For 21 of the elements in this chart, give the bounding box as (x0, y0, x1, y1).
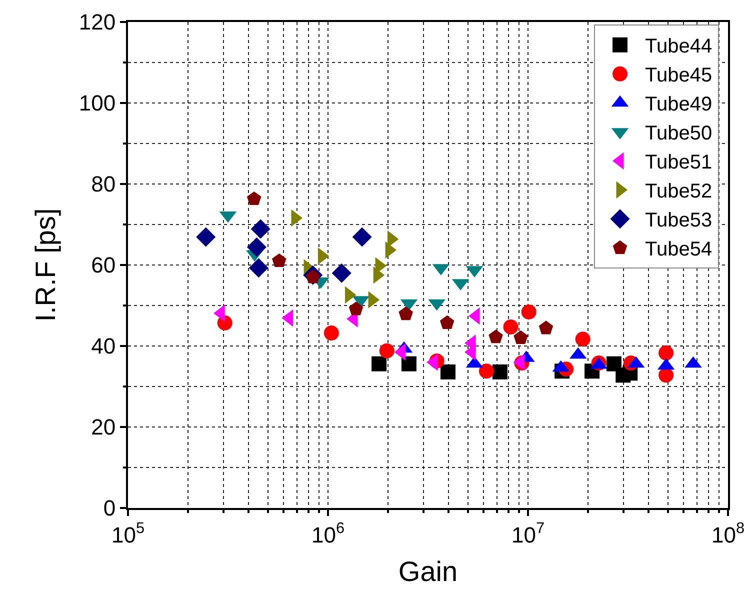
legend-label: Tube50 (645, 122, 712, 145)
legend-label: Tube54 (645, 238, 712, 261)
legend-label: Tube45 (645, 64, 712, 87)
x-tick-label: 10$^{6}$ (311, 520, 345, 548)
y-tick-label: 40 (91, 334, 116, 359)
x-tick-label: 10$^{5}$ (111, 520, 145, 548)
x-tick-label: 10$^{8}$ (711, 520, 745, 548)
x-tick-label: 10$^{7}$ (511, 520, 545, 548)
y-tick-label: 60 (91, 252, 116, 278)
y-tick-label: 80 (91, 172, 116, 197)
legend-label: Tube49 (645, 94, 712, 116)
y-tick-label: 20 (91, 414, 116, 440)
legend-label: Tube53 (645, 210, 712, 232)
legend-label: Tube44 (645, 36, 712, 58)
y-tick-label: 120 (78, 10, 116, 35)
legend-label: Tube51 (645, 152, 712, 174)
y-tick-label: 0 (103, 496, 116, 521)
y-axis-title: I.R.F [ps] (30, 208, 62, 322)
legend-label: Tube52 (645, 180, 712, 203)
x-axis-title: Gain (398, 556, 458, 587)
y-tick-label: 100 (78, 90, 116, 116)
